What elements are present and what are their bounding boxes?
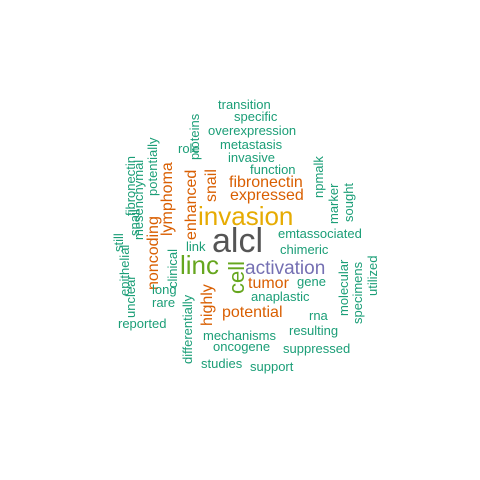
word-snail: snail (203, 169, 220, 202)
word-rare: rare (152, 295, 176, 310)
word-alcl: alcl (212, 222, 264, 260)
word-fibronectin-small: fibronectin (123, 156, 138, 216)
word-invasive: invasive (228, 150, 275, 165)
word-differentially: differentially (180, 294, 195, 364)
word-function: function (250, 162, 296, 177)
word-npmalk: npmalk (311, 156, 326, 198)
word-link: link (186, 239, 206, 254)
word-oncogene: oncogene (213, 339, 271, 354)
word-support: support (250, 359, 294, 374)
word-sought: sought (341, 182, 356, 222)
word-snail-small: snail (127, 209, 142, 236)
word-cell: cell (224, 260, 249, 294)
word-unclear: unclear (123, 275, 138, 318)
word-noncoding: noncoding (145, 216, 162, 290)
word-transition: transition (218, 97, 271, 112)
word-suppressed: suppressed (283, 341, 351, 356)
word-fibronectin: fibronectin (229, 174, 303, 191)
word-activation: activation (245, 258, 326, 279)
word-mechanisms: mechanisms (203, 328, 276, 343)
word-specific: specific (234, 109, 278, 124)
word-utilized: utilized (365, 255, 380, 296)
word-invasion: invasion (198, 201, 294, 231)
word-resulting: resulting (289, 323, 339, 338)
word-long: long (152, 282, 177, 297)
word-reported: reported (118, 316, 167, 331)
word-overexpression: overexpression (208, 123, 297, 138)
word-gene: gene (297, 274, 326, 289)
word-anaplastic: anaplastic (251, 289, 310, 304)
word-expressed: expressed (230, 187, 304, 204)
word-highly: highly (199, 284, 216, 326)
word-emtassociated: emtassociated (278, 226, 362, 241)
word-rna: rna (309, 308, 328, 323)
word-potentially: potentially (145, 137, 160, 196)
word-lymphoma: lymphoma (159, 162, 176, 236)
word-tumor: tumor (248, 275, 289, 292)
word-chimeric: chimeric (280, 242, 329, 257)
word-specimens: specimens (350, 261, 365, 324)
word-potential: potential (222, 304, 283, 321)
word-role: role (178, 141, 200, 156)
word-marker: marker (326, 183, 341, 224)
word-linc: linc (180, 250, 220, 280)
word-molecular: molecular (336, 259, 351, 316)
word-metastasis: metastasis (220, 137, 283, 152)
word-still: still (111, 233, 126, 252)
word-studies: studies (201, 356, 243, 371)
